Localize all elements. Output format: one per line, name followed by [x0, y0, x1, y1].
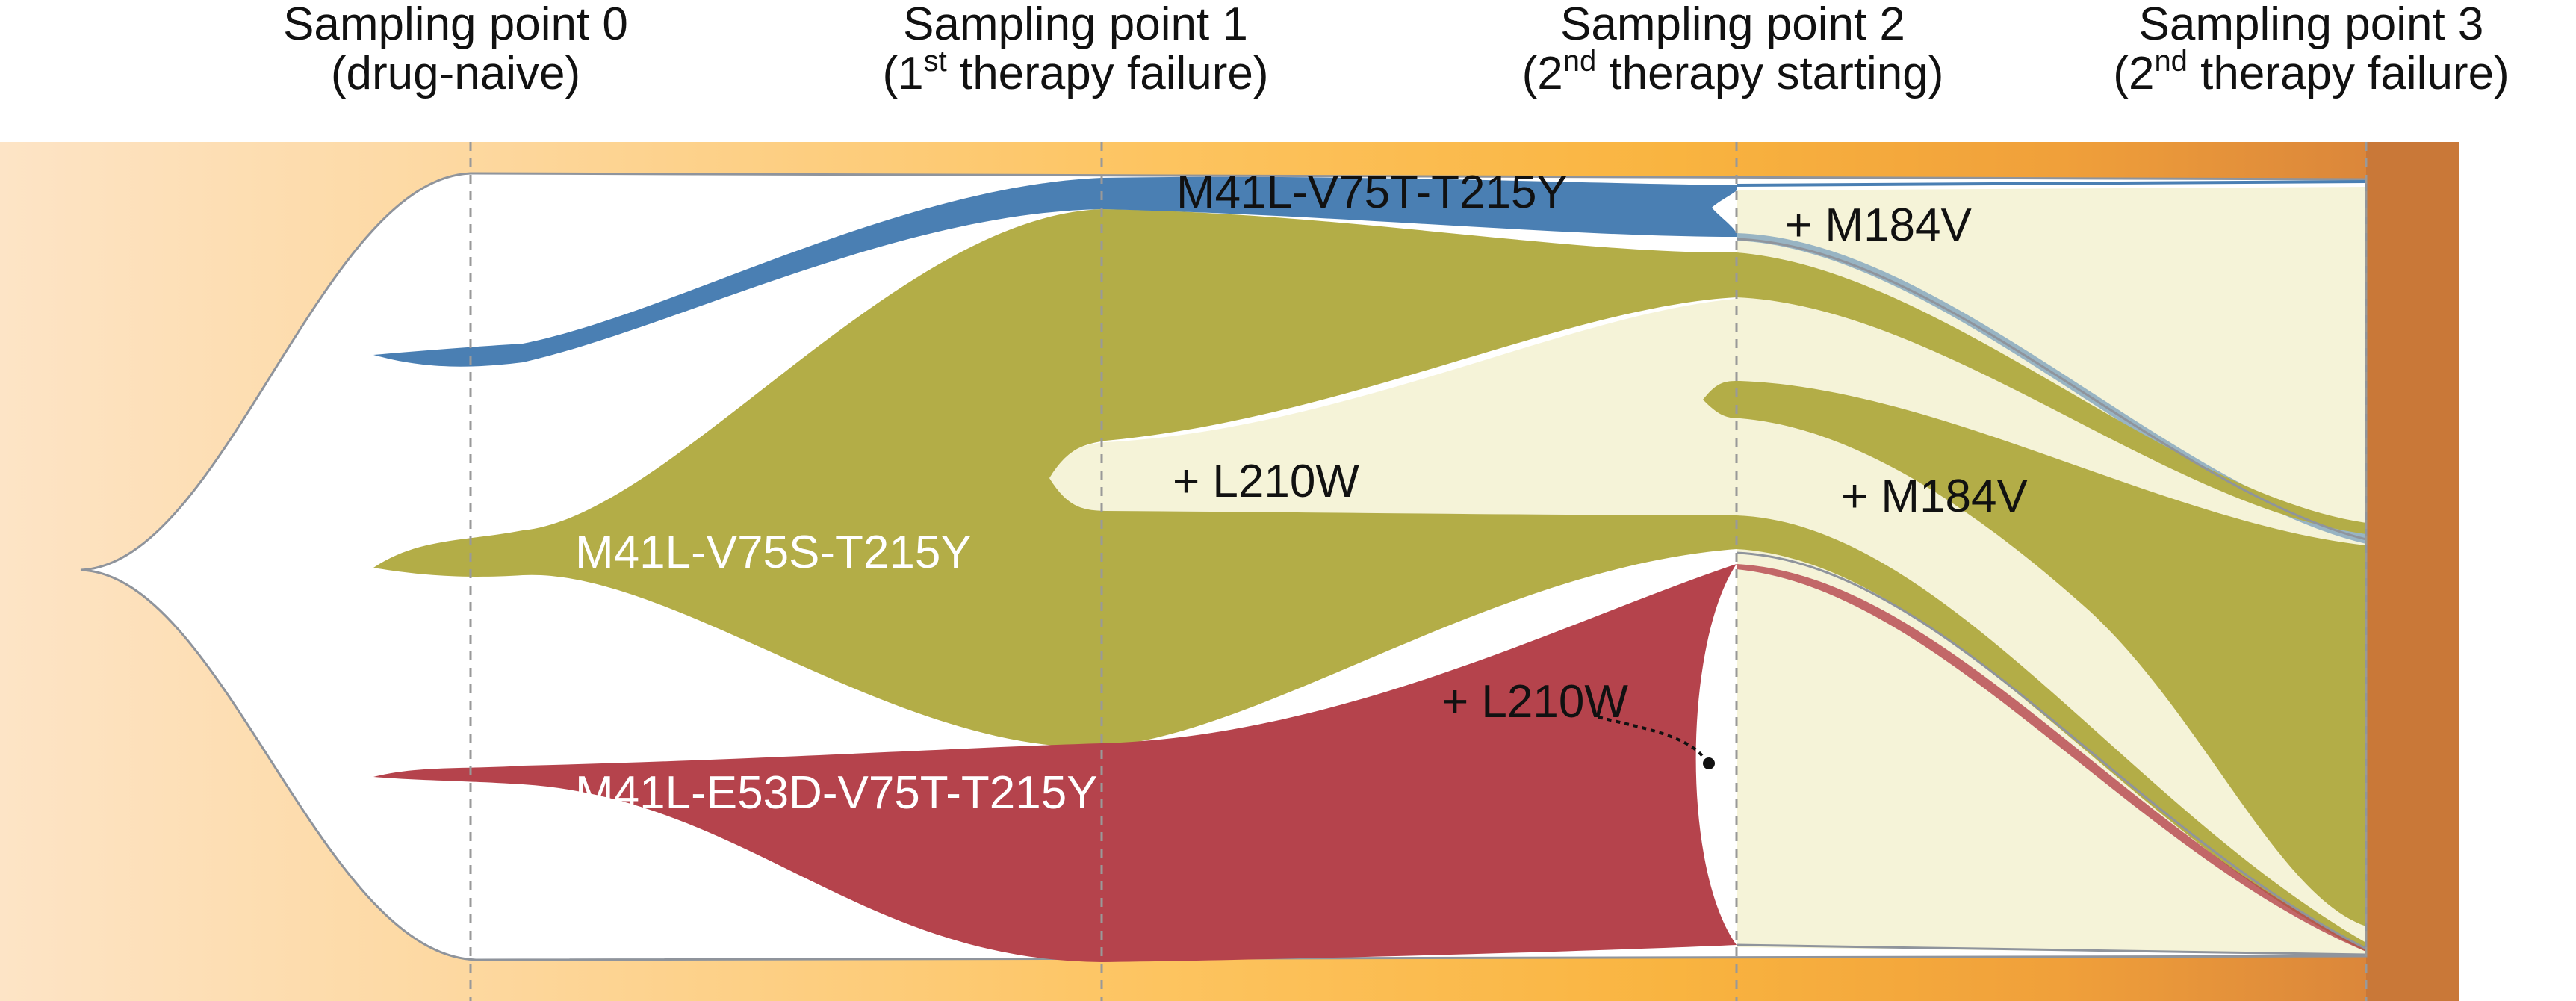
- blue-m184v-branch: [1737, 233, 2366, 544]
- red-lineage-shape: [373, 564, 1737, 962]
- sampling-point-title: Sampling point 2: [1560, 0, 1905, 50]
- background-end-band: [2366, 142, 2459, 1001]
- l210w-branch-fill: [1049, 299, 1737, 515]
- mutation-label-olive-l210w: + L210W: [1173, 456, 1359, 507]
- blue-lineage-shape: [373, 176, 1737, 367]
- olive-lineage-shape: [373, 209, 1737, 748]
- sampling-point-1-header: Sampling point 1 (1st therapy failure): [792, 0, 1359, 99]
- sampling-point-subtitle: (1st therapy failure): [882, 45, 1269, 99]
- sampling-point-title: Sampling point 3: [2138, 0, 2484, 50]
- l210w-connector: [1598, 716, 1708, 763]
- mutation-label-blue-m184v: + M184V: [1785, 199, 1973, 251]
- sampling-point-0-header: Sampling point 0 (drug-naive): [172, 0, 739, 99]
- blue-top-continuation: [1736, 180, 2367, 187]
- sampling-point-title: Sampling point 1: [903, 0, 1248, 50]
- red-lineage-label: M41L-E53D-V75T-T215Y: [575, 767, 1098, 819]
- branch-outlines: [1736, 179, 2368, 956]
- mutation-label-olive-m184v: + M184V: [1841, 471, 2029, 522]
- sampling-point-3-header: Sampling point 3 (2nd therapy failure): [2046, 0, 2576, 99]
- sampling-dividers: [469, 142, 2368, 1001]
- sampling-point-subtitle: (2nd therapy failure): [2113, 45, 2510, 99]
- sampling-point-subtitle: (drug-naive): [330, 48, 581, 99]
- olive-upper-branch: [1737, 252, 2366, 534]
- olive-lower-branch: [1737, 515, 2366, 952]
- mutation-label-red-l210w: + L210W: [1441, 676, 1628, 728]
- olive-m184v-branch: [1703, 381, 2366, 926]
- sampling-point-title: Sampling point 0: [283, 0, 628, 50]
- blue-lineage-label: M41L-V75T-T215Y: [1176, 167, 1568, 218]
- l210w-connector-dot: [1703, 757, 1715, 769]
- sampling-point-subtitle: (2nd therapy starting): [1521, 45, 1944, 99]
- olive-lineage-label: M41L-V75S-T215Y: [575, 527, 972, 578]
- sampling-point-2-header: Sampling point 2 (2nd therapy starting): [1449, 0, 2017, 99]
- red-lower-branch: [1737, 564, 2366, 952]
